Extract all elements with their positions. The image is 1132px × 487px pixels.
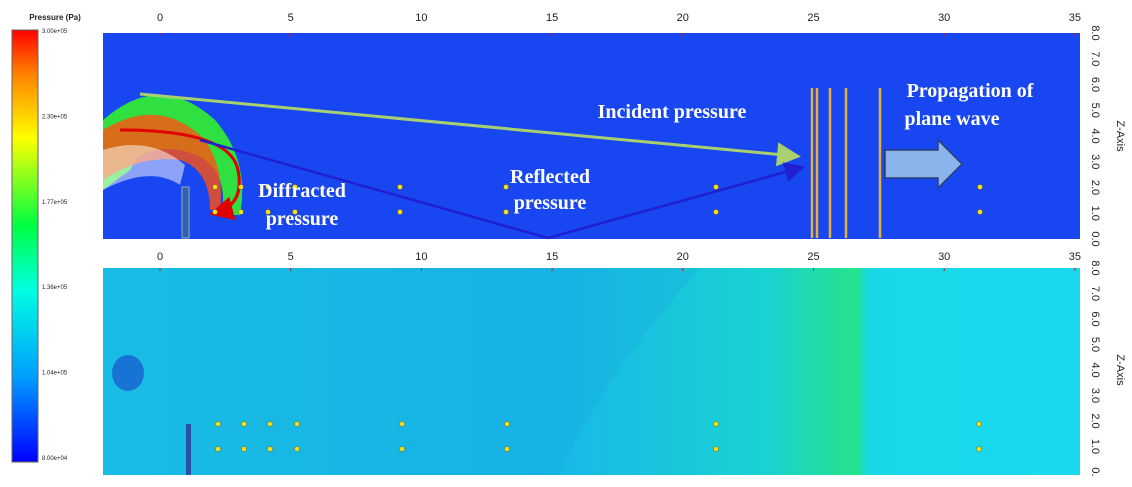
gauge-point	[713, 421, 719, 427]
gauge-point	[241, 421, 247, 427]
colorbar-title: Pressure (Pa)	[29, 13, 81, 22]
x-tick-label: 0	[157, 12, 163, 24]
gauge-point	[215, 421, 221, 427]
gauge-point	[976, 421, 982, 427]
z-tick-label: 3.0	[1089, 388, 1101, 403]
gauge-point	[294, 421, 300, 427]
x-tick-label: 0	[157, 251, 163, 263]
gauge-point	[977, 209, 983, 215]
gauge-point	[241, 446, 247, 452]
x-tick-label: 5	[288, 251, 294, 263]
gauge-point	[399, 446, 405, 452]
z-tick-label: 1.0	[1089, 439, 1101, 454]
gauge-point	[238, 209, 244, 215]
field-shade	[103, 268, 700, 475]
z-axis-label: Z-Axis	[1114, 120, 1126, 152]
pressure-blob	[103, 145, 185, 190]
gauge-point	[713, 446, 719, 452]
x-tick-label: 30	[938, 251, 950, 263]
propagation-label: Propagation of	[907, 80, 1034, 102]
wave-fronts	[810, 88, 882, 238]
diffracted-arrow	[119, 128, 241, 220]
gauge-point	[267, 421, 273, 427]
z-tick-label: 6.0	[1089, 311, 1101, 326]
z-axis-label: Z-Axis	[1114, 354, 1126, 386]
z-tick-label: 8.0	[1089, 25, 1101, 40]
gauge-point	[397, 184, 403, 190]
gauge-point	[504, 446, 510, 452]
gauge-point	[399, 421, 405, 427]
propagation-label: plane wave	[905, 108, 1000, 130]
z-tick-label: 2.0	[1089, 180, 1101, 195]
z-tick-label: 4.0	[1089, 362, 1101, 377]
colorbar-label: 1.36e+05	[42, 285, 68, 291]
z-tick-label: 4.0	[1089, 128, 1101, 143]
diffracted-label: Diffracted	[258, 180, 346, 202]
x-tick-label: 15	[546, 251, 558, 263]
z-tick-label: 2.0	[1089, 413, 1101, 428]
gauge-point	[504, 421, 510, 427]
z-tick-label: 8.0	[1089, 260, 1101, 275]
colorbar	[11, 29, 39, 463]
x-tick-label: 35	[1069, 251, 1081, 263]
gauge-point	[265, 184, 271, 190]
z-tick-label: 6.0	[1089, 77, 1101, 92]
gauge-point	[267, 446, 273, 452]
x-tick-label: 5	[288, 12, 294, 24]
gauge-point	[265, 209, 271, 215]
x-tick-label: 15	[546, 12, 558, 24]
gauge-point	[294, 446, 300, 452]
x-tick-label: 25	[807, 12, 819, 24]
x-tick-label: 20	[677, 251, 689, 263]
z-tick-label: 1.0	[1089, 206, 1101, 221]
incident-label: Incident pressure	[598, 101, 747, 123]
colorbar-label: 1.04e+05	[42, 371, 68, 377]
gauge-point	[212, 209, 218, 215]
pressure-blob	[103, 114, 221, 210]
gauge-point	[238, 184, 244, 190]
colorbar-label: 8.00e+04	[42, 456, 68, 462]
z-tick-label: 5.0	[1089, 103, 1101, 118]
x-tick-label: 10	[415, 12, 427, 24]
gauge-point	[977, 184, 983, 190]
gauge-point	[397, 209, 403, 215]
z-tick-label: 0.0	[1089, 231, 1101, 246]
gauge-point	[503, 209, 509, 215]
incident-arrow	[139, 92, 801, 167]
low-pressure	[112, 355, 144, 391]
z-tick-label: 3.0	[1089, 154, 1101, 169]
diffracted-label: pressure	[266, 208, 339, 230]
colorbar-label: 3.00e+05	[42, 29, 68, 35]
propagation-arrow	[884, 138, 964, 190]
x-tick-label: 10	[415, 251, 427, 263]
wall	[181, 186, 190, 239]
colorbar-label: 2.30e+05	[42, 114, 68, 120]
gauge-point	[713, 184, 719, 190]
reflected-label: pressure	[514, 192, 587, 214]
reflected-label: Reflected	[510, 166, 590, 188]
gauge-point	[292, 184, 298, 190]
x-tick-label: 20	[677, 12, 689, 24]
z-tick-label: 7.0	[1089, 51, 1101, 66]
gauge-point	[292, 209, 298, 215]
reflected-arrow	[199, 138, 805, 240]
x-tick-label: 35	[1069, 12, 1081, 24]
gauge-point	[215, 446, 221, 452]
colorbar-label: 1.77e+05	[42, 200, 68, 206]
wall	[186, 424, 191, 475]
z-tick-label: 7.0	[1089, 286, 1101, 301]
gauge-point	[713, 209, 719, 215]
gauge-point	[503, 184, 509, 190]
z-tick-label: 0.	[1089, 467, 1101, 476]
gauge-point	[976, 446, 982, 452]
z-tick-label: 5.0	[1089, 337, 1101, 352]
x-tick-label: 30	[938, 12, 950, 24]
gauge-point	[212, 184, 218, 190]
x-tick-label: 25	[807, 251, 819, 263]
bottom-field	[103, 268, 1080, 475]
